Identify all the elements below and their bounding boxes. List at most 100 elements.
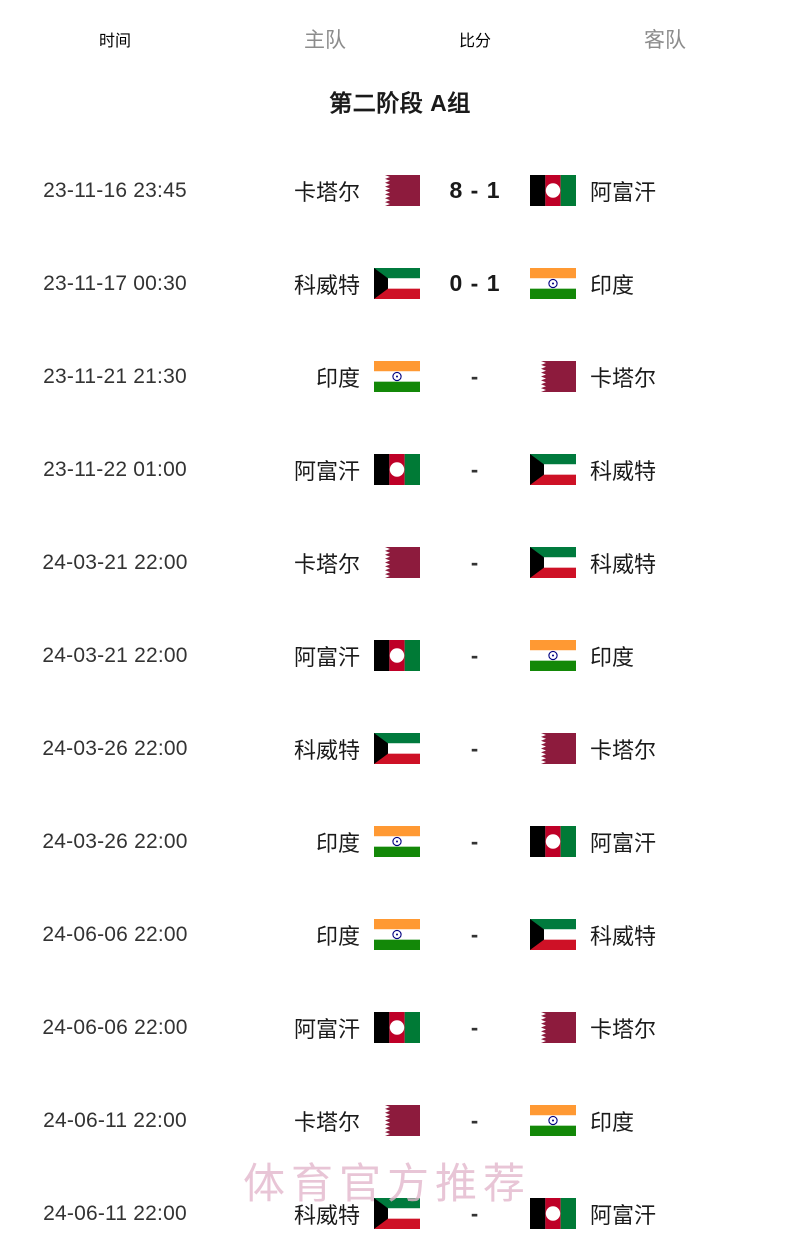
match-score: 8 - 1: [449, 177, 501, 203]
away-team-name: 印度: [590, 1109, 635, 1135]
home-team-name: 印度: [315, 923, 360, 949]
away-team-name: 科威特: [590, 458, 657, 484]
flag-icon-india: [374, 826, 420, 857]
match-score: -: [470, 363, 480, 389]
flag-icon-qatar: [530, 1012, 576, 1043]
match-row[interactable]: 23-11-22 01:00 阿富汗 - 科威特: [0, 423, 800, 516]
match-score: -: [470, 1014, 480, 1040]
away-team-name: 卡塔尔: [590, 737, 657, 763]
home-team-name: 科威特: [293, 1202, 360, 1228]
home-team: 卡塔尔: [230, 1105, 420, 1137]
home-team: 卡塔尔: [230, 547, 420, 579]
match-score: -: [470, 1200, 480, 1226]
away-team-name: 科威特: [590, 551, 657, 577]
flag-icon-kuwait: [530, 454, 576, 485]
match-time: 24-06-11 22:00: [43, 1201, 187, 1225]
away-team: 阿富汗: [530, 826, 800, 858]
match-row[interactable]: 23-11-21 21:30 印度 - 卡塔尔: [0, 330, 800, 423]
match-time: 24-03-21 22:00: [42, 550, 188, 574]
home-team-name: 阿富汗: [293, 1016, 360, 1042]
flag-icon-afghanistan: [374, 454, 420, 485]
away-team: 印度: [530, 640, 800, 672]
home-team-name: 印度: [315, 830, 360, 856]
match-score: -: [470, 828, 480, 854]
home-team-name: 阿富汗: [293, 458, 360, 484]
away-team-name: 印度: [590, 644, 635, 670]
flag-icon-india: [530, 268, 576, 299]
flag-icon-kuwait: [374, 268, 420, 299]
home-team: 阿富汗: [230, 454, 420, 486]
flag-icon-kuwait: [374, 1198, 420, 1229]
match-score: -: [470, 1107, 480, 1133]
column-header-score: 比分: [458, 33, 491, 50]
away-team: 阿富汗: [530, 175, 800, 207]
column-header-time: 时间: [98, 33, 131, 50]
match-score: -: [470, 921, 480, 947]
away-team: 卡塔尔: [530, 733, 800, 765]
away-team: 卡塔尔: [530, 361, 800, 393]
match-row[interactable]: 24-03-26 22:00 印度 - 阿富汗: [0, 795, 800, 888]
match-row[interactable]: 24-06-11 22:00 卡塔尔 - 印度: [0, 1074, 800, 1167]
flag-icon-qatar: [530, 733, 576, 764]
home-team: 科威特: [230, 733, 420, 765]
away-team-name: 印度: [590, 272, 635, 298]
match-row[interactable]: 24-06-11 22:00 科威特 - 阿富汗: [0, 1167, 800, 1260]
away-team: 印度: [530, 1105, 800, 1137]
match-row[interactable]: 24-03-21 22:00 阿富汗 - 印度: [0, 609, 800, 702]
match-row[interactable]: 24-06-06 22:00 印度 - 科威特: [0, 888, 800, 981]
away-team-name: 卡塔尔: [590, 1016, 657, 1042]
home-team: 阿富汗: [230, 1012, 420, 1044]
column-header-home: 主队: [304, 29, 346, 52]
home-team-name: 阿富汗: [293, 644, 360, 670]
home-team: 科威特: [230, 1198, 420, 1230]
match-score: -: [470, 642, 480, 668]
flag-icon-afghanistan: [374, 640, 420, 671]
home-team-name: 卡塔尔: [293, 1109, 360, 1135]
away-team: 印度: [530, 268, 800, 300]
home-team: 卡塔尔: [230, 175, 420, 207]
away-team-name: 阿富汗: [590, 1202, 657, 1228]
match-time: 24-06-11 22:00: [43, 1108, 187, 1132]
home-team: 阿富汗: [230, 640, 420, 672]
home-team: 印度: [230, 361, 420, 393]
match-time: 23-11-16 23:45: [43, 178, 187, 202]
away-team: 科威特: [530, 919, 800, 951]
away-team: 阿富汗: [530, 1198, 800, 1230]
flag-icon-afghanistan: [530, 826, 576, 857]
match-time: 24-03-21 22:00: [42, 643, 188, 667]
match-time: 24-03-26 22:00: [42, 829, 188, 853]
match-row[interactable]: 24-06-06 22:00 阿富汗 - 卡塔尔: [0, 981, 800, 1074]
home-team-name: 科威特: [293, 737, 360, 763]
group-title: 第二阶段 A组: [329, 90, 471, 116]
flag-icon-afghanistan: [530, 1198, 576, 1229]
home-team-name: 印度: [315, 365, 360, 391]
match-time: 24-06-06 22:00: [42, 1015, 188, 1039]
match-score: -: [470, 735, 480, 761]
home-team-name: 卡塔尔: [293, 179, 360, 205]
match-row[interactable]: 24-03-21 22:00 卡塔尔 - 科威特: [0, 516, 800, 609]
flag-icon-qatar: [374, 175, 420, 206]
away-team: 科威特: [530, 454, 800, 486]
home-team-name: 科威特: [293, 272, 360, 298]
flag-icon-india: [374, 919, 420, 950]
away-team: 卡塔尔: [530, 1012, 800, 1044]
away-team-name: 卡塔尔: [590, 365, 657, 391]
match-time: 24-03-26 22:00: [42, 736, 188, 760]
match-time: 23-11-17 00:30: [43, 271, 187, 295]
match-row[interactable]: 24-03-26 22:00 科威特 - 卡塔尔: [0, 702, 800, 795]
home-team: 科威特: [230, 268, 420, 300]
match-score: -: [470, 549, 480, 575]
match-score: 0 - 1: [449, 270, 501, 296]
flag-icon-india: [374, 361, 420, 392]
match-row[interactable]: 23-11-17 00:30 科威特 0 - 1 印度: [0, 237, 800, 330]
table-header: 时间 主队 比分 客队: [0, 0, 800, 78]
flag-icon-kuwait: [374, 733, 420, 764]
home-team-name: 卡塔尔: [293, 551, 360, 577]
flag-icon-qatar: [374, 547, 420, 578]
home-team: 印度: [230, 919, 420, 951]
match-score: -: [470, 456, 480, 482]
match-time: 23-11-21 21:30: [43, 364, 187, 388]
match-row[interactable]: 23-11-16 23:45 卡塔尔 8 - 1 阿富汗: [0, 144, 800, 237]
away-team-name: 科威特: [590, 923, 657, 949]
